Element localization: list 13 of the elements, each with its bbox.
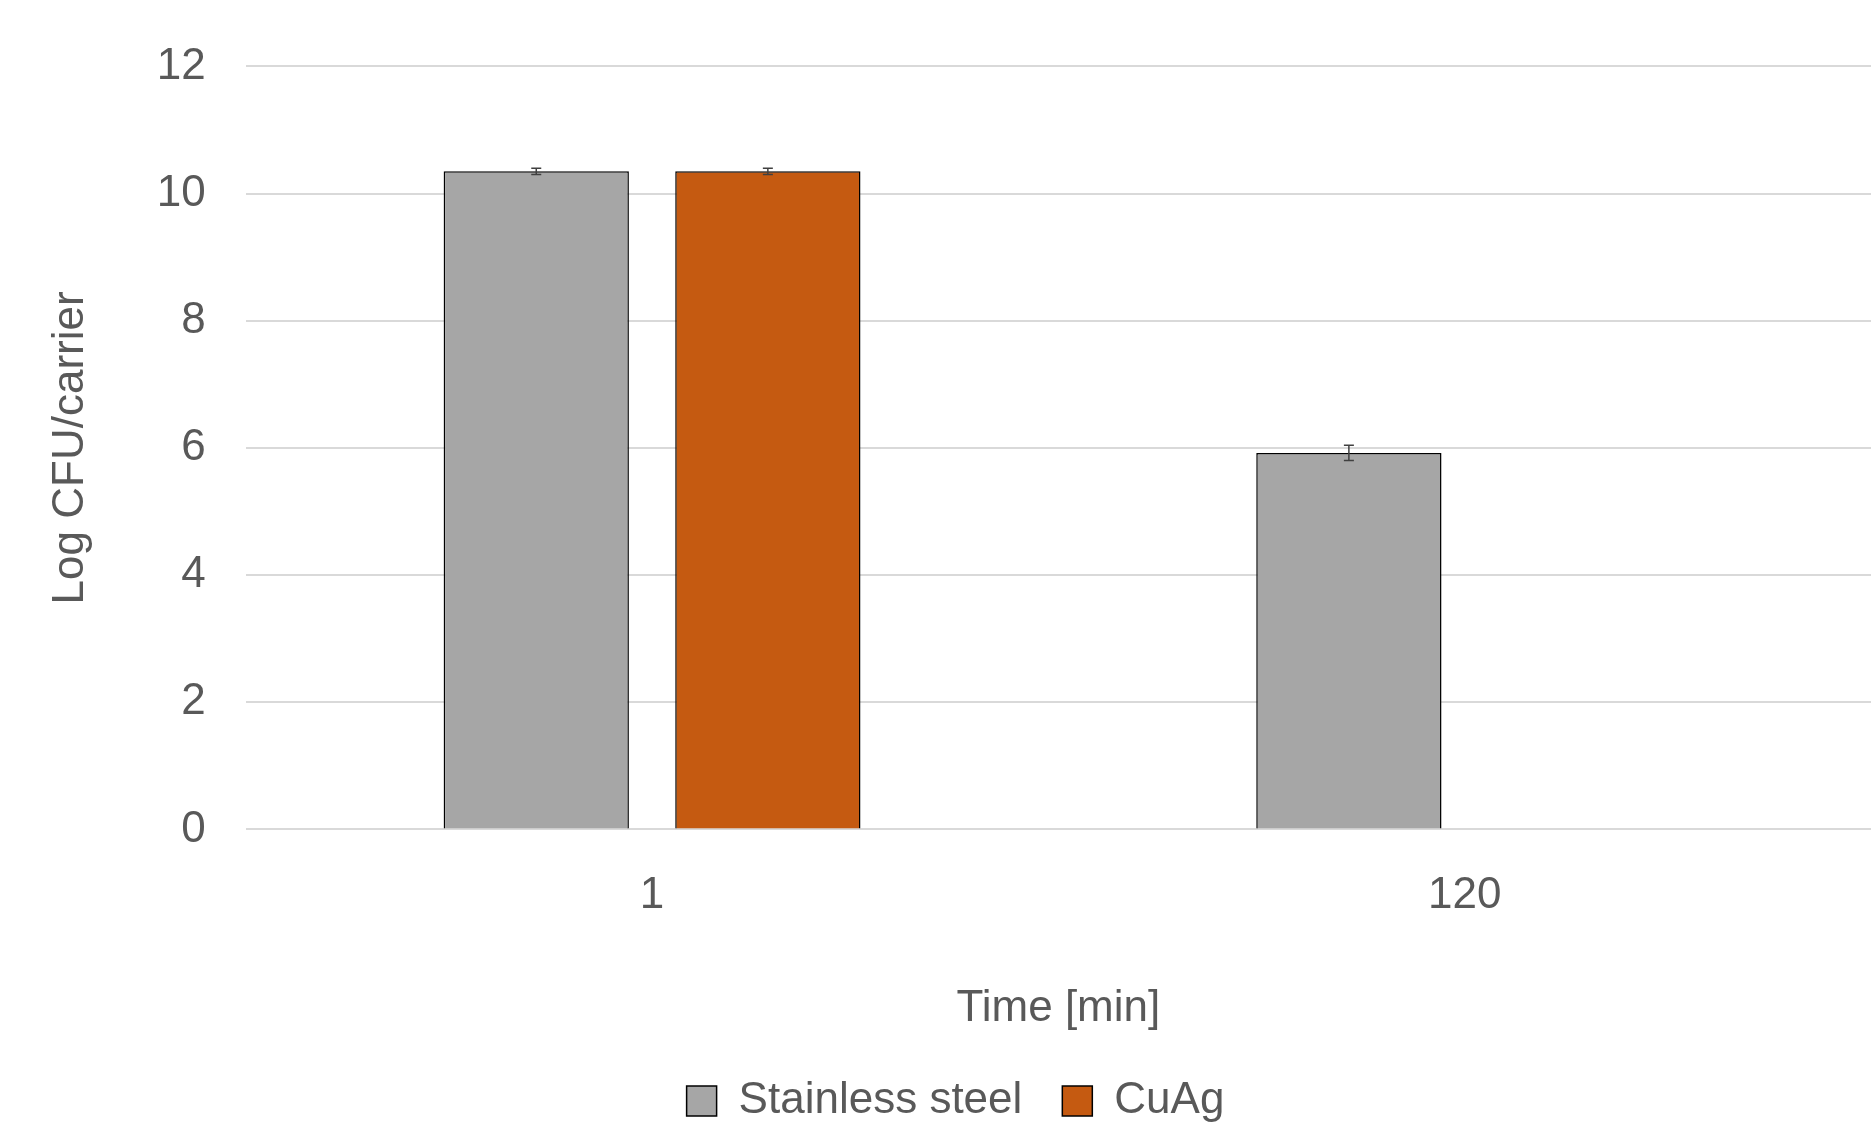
x-tick-label: 1 <box>639 867 665 917</box>
y-tick-label: 10 <box>156 165 206 215</box>
y-axis-title: Log CFU/carrier <box>42 291 92 605</box>
y-tick-label: 2 <box>181 674 206 724</box>
legend-label: CuAg <box>1114 1073 1225 1123</box>
y-tick-label: 12 <box>156 38 206 88</box>
y-tick-label: 6 <box>181 420 206 470</box>
y-tick-label: 8 <box>181 292 206 342</box>
legend-label: Stainless steel <box>738 1073 1023 1123</box>
y-tick-label: 4 <box>181 547 206 597</box>
y-tick-label: 0 <box>181 801 206 851</box>
x-tick-label: 120 <box>1427 867 1502 917</box>
x-axis-title: Time [min] <box>956 980 1161 1030</box>
